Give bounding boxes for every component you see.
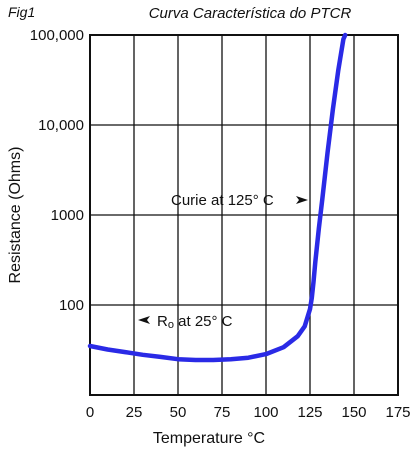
annotation-ro-sub: o <box>168 319 174 331</box>
figure-label: Fig1 <box>8 4 35 20</box>
annotation-ro: Ro at 25° C <box>138 313 233 331</box>
y-tick-label: 1000 <box>51 207 84 224</box>
x-tick-label: 100 <box>253 404 278 421</box>
x-tick-label: 175 <box>385 404 410 421</box>
annotation-curie: Curie at 125° C <box>171 192 308 209</box>
x-tick-label: 125 <box>297 404 322 421</box>
annotation-ro-arrow <box>138 316 150 324</box>
x-tick-label: 25 <box>126 404 143 421</box>
x-tick-label: 150 <box>341 404 366 421</box>
grid <box>90 35 398 395</box>
chart-title: Curva Característica do PTCR <box>149 5 352 22</box>
tick-labels: 0 25 50 75 100 125 150 175 100 1000 10,000 100,000 <box>30 27 411 421</box>
x-tick-label: 50 <box>170 404 187 421</box>
x-tick-label: 75 <box>214 404 231 421</box>
y-axis-label: Resistance (Ohms) <box>7 147 24 284</box>
annotation-curie-text: Curie at 125° C <box>171 192 274 209</box>
y-tick-label: 100,000 <box>30 27 84 44</box>
y-tick-label: 10,000 <box>38 117 84 134</box>
annotation-ro-main: R <box>157 313 168 330</box>
resistance-curve <box>87 32 348 363</box>
y-tick-label: 100 <box>59 297 84 314</box>
x-tick-label: 0 <box>86 404 94 421</box>
annotation-ro-rest: at 25° C <box>174 313 233 330</box>
x-axis-label: Temperature °C <box>153 430 265 447</box>
annotation-ro-text: Ro at 25° C <box>157 313 233 331</box>
annotation-curie-arrow <box>296 196 308 204</box>
